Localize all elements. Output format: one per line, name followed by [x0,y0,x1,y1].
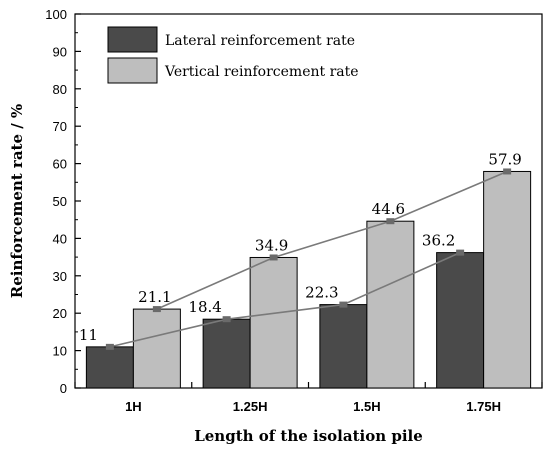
trend-marker [105,343,114,350]
bar-lateral-0 [85,346,134,389]
y-tick-label: 90 [53,44,67,59]
bar-vertical-2 [366,220,415,389]
trend-lines [105,168,512,350]
bar-vertical-0 [132,308,181,389]
y-axis: 0 10 20 30 40 50 60 70 80 90 100 [45,7,81,396]
trend-marker [269,254,278,261]
trend-marker [152,306,161,313]
trend-marker [339,301,348,308]
trend-marker [456,249,465,256]
legend-swatch-vertical [107,57,158,84]
bars [85,170,532,389]
legend: Lateral reinforcement rate Vertical rein… [107,26,359,84]
y-tick-label: 10 [53,344,67,359]
y-tick-label: 40 [53,231,67,246]
data-labels: 11 18.4 22.3 36.2 21.1 34.9 44.6 57.9 [79,150,522,343]
y-tick-label: 30 [53,269,67,284]
trend-marker [386,218,395,225]
y-tick-label: 80 [53,82,67,97]
bar-vertical-3 [483,170,532,389]
y-tick-label: 20 [53,306,67,321]
data-label: 57.9 [488,150,521,168]
x-tick-label: 1H [125,399,142,414]
data-label: 36.2 [422,232,455,250]
y-tick-label: 50 [53,194,67,209]
trend-marker [222,316,231,323]
data-label: 21.1 [138,288,171,306]
data-label: 11 [79,326,98,344]
data-label: 44.6 [372,200,405,218]
trend-line-lateral [109,251,461,348]
bar-lateral-2 [319,304,368,389]
x-axis-title: Length of the isolation pile [194,427,423,445]
x-axis: 1H 1.25H 1.5H 1.75H [74,382,543,414]
y-tick-label: 70 [53,119,67,134]
legend-label-lateral: Lateral reinforcement rate [165,33,355,49]
data-label: 34.9 [255,236,288,254]
legend-swatch-lateral [107,26,158,53]
data-label: 18.4 [188,298,221,316]
bar-lateral-3 [436,252,485,389]
y-tick-label: 100 [45,7,67,22]
x-tick-label: 1.75H [466,399,501,414]
y-axis-title: Reinforcement rate / % [8,104,26,298]
legend-label-vertical: Vertical reinforcement rate [164,64,359,80]
y-tick-label: 0 [60,381,67,396]
bar-vertical-1 [249,256,298,389]
data-label: 22.3 [305,284,338,302]
bar-lateral-1 [202,318,251,389]
trend-marker [503,168,512,175]
trend-line-vertical [156,170,508,310]
x-tick-label: 1.25H [233,399,268,414]
y-tick-label: 60 [53,157,67,172]
x-tick-label: 1.5H [353,399,380,414]
